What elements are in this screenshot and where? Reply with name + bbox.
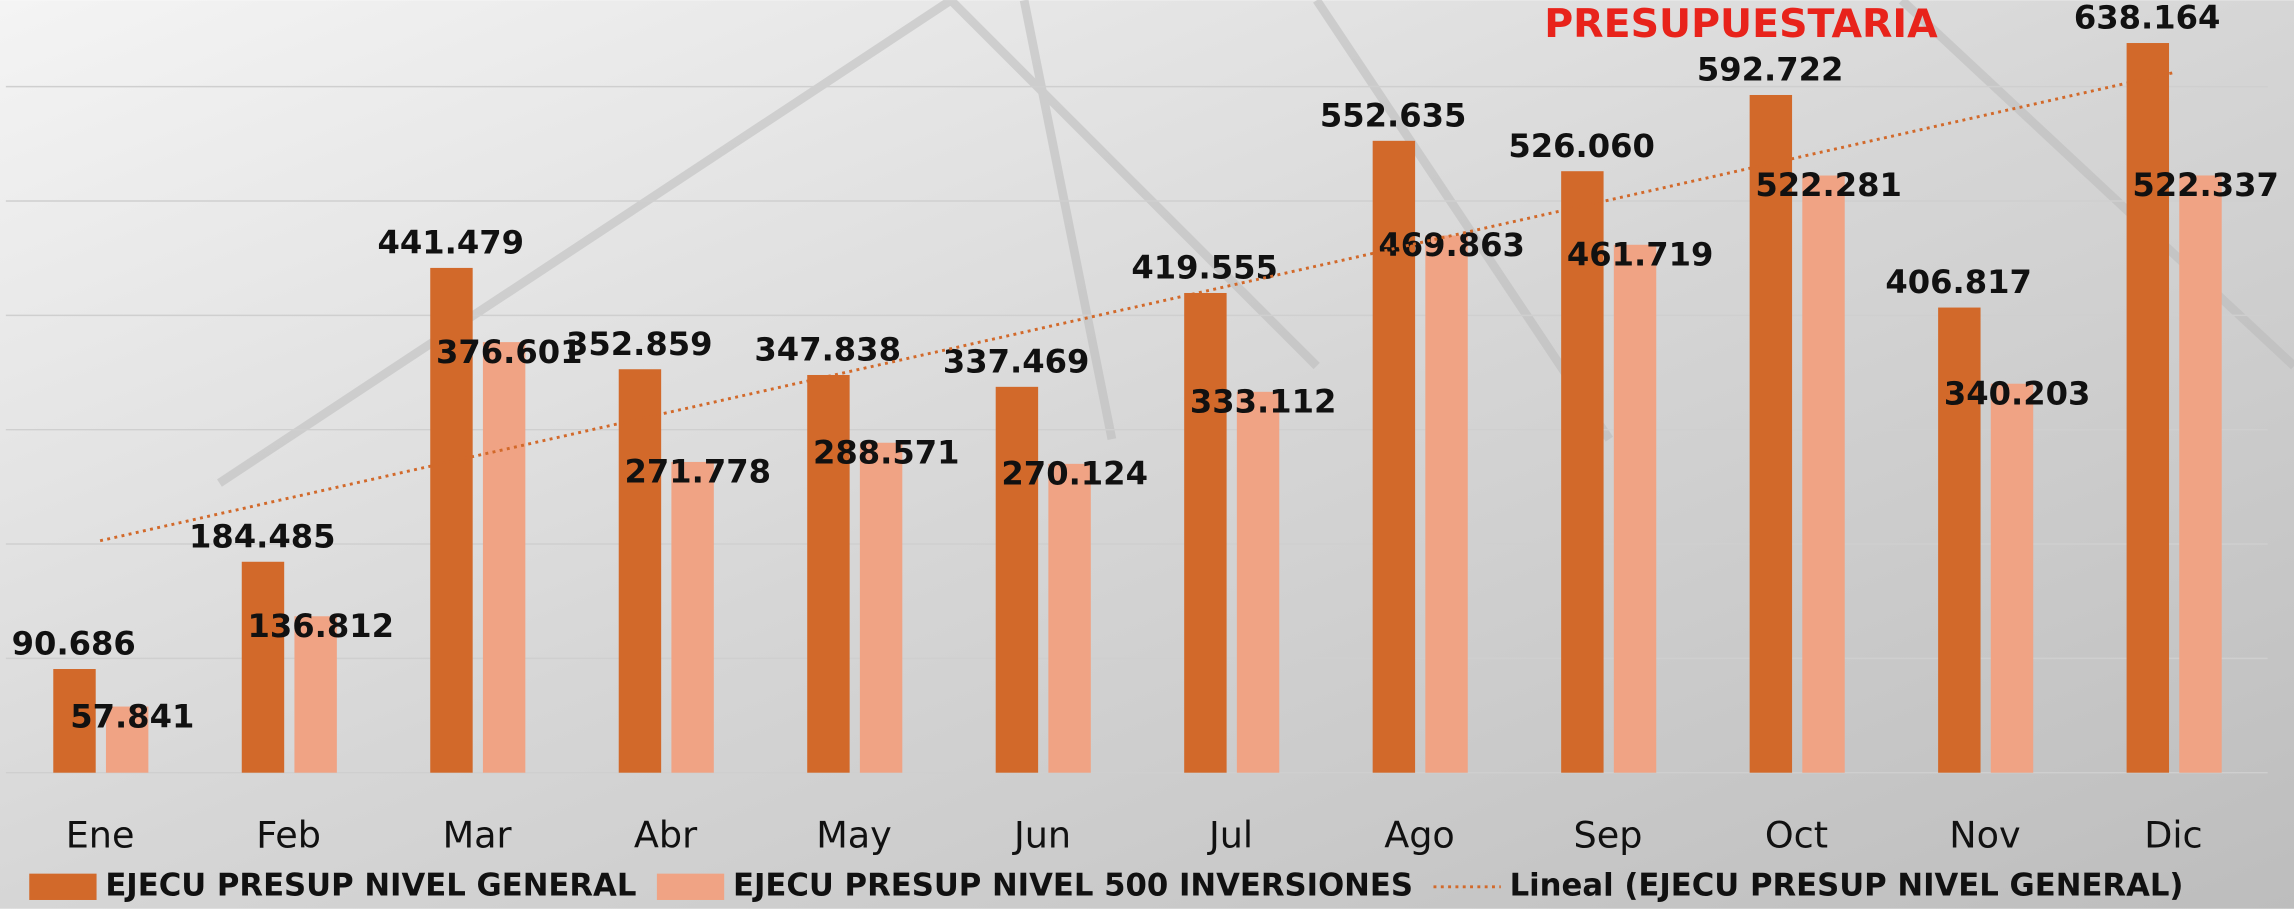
legend: EJECU PRESUP NIVEL GENERAL EJECU PRESUP N… bbox=[29, 867, 2183, 903]
legend-swatch bbox=[29, 874, 96, 900]
data-label: 406.817 bbox=[1885, 263, 2032, 301]
data-label: 592.722 bbox=[1697, 51, 1844, 89]
data-label: 90.686 bbox=[12, 625, 136, 663]
bar bbox=[1184, 293, 1226, 773]
data-label: 333.112 bbox=[1190, 383, 1337, 421]
data-label: 638.164 bbox=[2074, 0, 2221, 37]
x-tick-label: Ene bbox=[66, 814, 135, 857]
bar bbox=[860, 443, 902, 773]
data-label: 419.555 bbox=[1131, 249, 1278, 287]
x-tick-label: Feb bbox=[256, 814, 321, 857]
data-label: 57.841 bbox=[70, 697, 194, 735]
bar bbox=[1614, 245, 1656, 773]
data-label: 288.571 bbox=[813, 433, 960, 471]
data-label: 469.863 bbox=[1378, 226, 1525, 264]
bar bbox=[671, 462, 713, 773]
x-tick-label: May bbox=[816, 814, 892, 857]
bar bbox=[1991, 384, 2033, 773]
x-tick-label: Jul bbox=[1207, 814, 1253, 857]
data-label: 352.859 bbox=[566, 325, 713, 363]
bar bbox=[996, 387, 1038, 773]
legend-label: EJECU PRESUP NIVEL GENERAL bbox=[105, 867, 636, 903]
bar bbox=[2127, 43, 2169, 773]
bar bbox=[1802, 176, 1844, 773]
x-tick-label: Abr bbox=[634, 814, 698, 857]
data-label: 136.812 bbox=[247, 607, 394, 645]
bar bbox=[2179, 175, 2221, 772]
data-label: 340.203 bbox=[1944, 374, 2091, 412]
data-label: 522.337 bbox=[2132, 166, 2279, 204]
x-tick-label: Nov bbox=[1949, 814, 2020, 857]
bar bbox=[1425, 235, 1467, 772]
data-label: 271.778 bbox=[624, 453, 771, 491]
bar bbox=[242, 562, 284, 773]
chart-title: PRESUPUESTARIA bbox=[1544, 1, 1938, 47]
x-tick-label: Oct bbox=[1765, 814, 1828, 857]
legend-label: Lineal (EJECU PRESUP NIVEL GENERAL) bbox=[1510, 867, 2184, 903]
x-tick-label: Ago bbox=[1384, 814, 1455, 857]
legend-swatch bbox=[657, 874, 724, 900]
bar bbox=[619, 369, 661, 772]
data-label: 347.838 bbox=[754, 331, 901, 369]
data-label: 184.485 bbox=[189, 517, 336, 555]
x-tick-label: Sep bbox=[1574, 814, 1643, 857]
data-label: 376.601 bbox=[436, 333, 583, 371]
data-label: 441.479 bbox=[377, 224, 524, 262]
x-tick-label: Dic bbox=[2144, 814, 2202, 857]
data-label: 522.281 bbox=[1755, 166, 1902, 204]
data-label: 461.719 bbox=[1567, 235, 1714, 273]
bar bbox=[1237, 392, 1279, 773]
bar bbox=[1048, 464, 1090, 773]
data-label: 526.060 bbox=[1508, 127, 1655, 165]
legend-label: EJECU PRESUP NIVEL 500 INVERSIONES bbox=[733, 867, 1413, 903]
data-label: 337.469 bbox=[943, 342, 1090, 380]
bar bbox=[483, 342, 525, 773]
data-label: 552.635 bbox=[1320, 96, 1467, 134]
x-tick-label: Jun bbox=[1012, 814, 1071, 857]
chart: PRESUPUESTARIA EJECU PRESUP NIVEL GENERA… bbox=[0, 0, 2294, 909]
data-label: 270.124 bbox=[1001, 455, 1148, 493]
x-tick-label: Mar bbox=[443, 814, 513, 857]
